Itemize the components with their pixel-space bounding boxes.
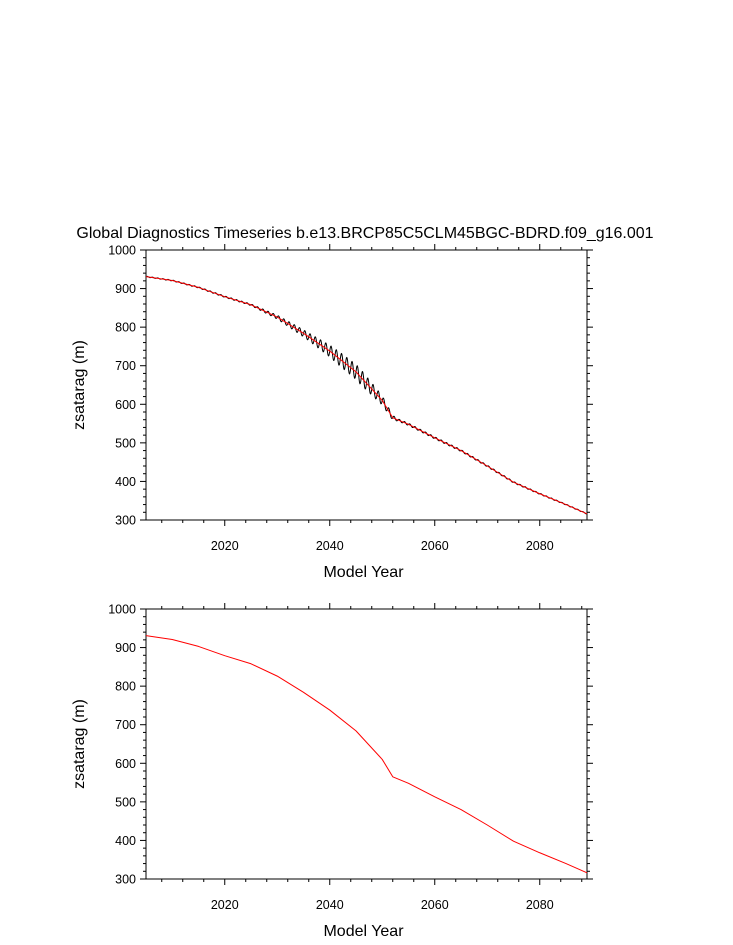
y-tick-label: 900 bbox=[115, 641, 136, 655]
x-tick-label: 2080 bbox=[526, 539, 554, 553]
y-tick-label: 1000 bbox=[108, 244, 136, 258]
chart-title: Global Diagnostics Timeseries b.e13.BRCP… bbox=[76, 225, 653, 242]
y-tick-label: 1000 bbox=[108, 603, 136, 617]
y-axis-label: zsatarag (m) bbox=[71, 699, 88, 789]
x-tick-label: 2040 bbox=[316, 898, 344, 912]
x-tick-label: 2080 bbox=[526, 898, 554, 912]
y-tick-label: 600 bbox=[115, 757, 136, 771]
x-tick-label: 2060 bbox=[421, 539, 449, 553]
x-tick-label: 2060 bbox=[421, 898, 449, 912]
x-tick-label: 2040 bbox=[316, 539, 344, 553]
series-line-annual bbox=[145, 276, 588, 515]
y-tick-label: 300 bbox=[115, 873, 136, 887]
x-axis-label: Model Year bbox=[323, 564, 404, 581]
y-tick-label: 900 bbox=[115, 282, 136, 296]
plot-frame bbox=[145, 608, 588, 880]
x-axis-label: Model Year bbox=[323, 923, 404, 940]
x-tick-label: 2020 bbox=[211, 539, 239, 553]
y-tick-label: 700 bbox=[115, 718, 136, 732]
plot-frame bbox=[145, 249, 588, 521]
y-axis-label: zsatarag (m) bbox=[71, 340, 88, 430]
y-tick-label: 400 bbox=[115, 834, 136, 848]
y-tick-label: 500 bbox=[115, 436, 136, 450]
y-tick-label: 300 bbox=[115, 514, 136, 528]
y-tick-label: 700 bbox=[115, 359, 136, 373]
series-line-annual bbox=[145, 635, 588, 874]
panel-bottom: 300 400 500 600 700 800 900 1000 2020 2040 2060 208… bbox=[71, 603, 593, 940]
x-tick-label: 2020 bbox=[211, 898, 239, 912]
series-line-monthly bbox=[145, 275, 588, 515]
y-tick-label: 600 bbox=[115, 398, 136, 412]
panel-top: 300 400 500 600 700 800 900 1000 2020 2040 2060 208… bbox=[71, 244, 593, 581]
y-tick-label: 800 bbox=[115, 321, 136, 335]
y-tick-label: 400 bbox=[115, 475, 136, 489]
y-tick-label: 800 bbox=[115, 680, 136, 694]
y-tick-label: 500 bbox=[115, 795, 136, 809]
